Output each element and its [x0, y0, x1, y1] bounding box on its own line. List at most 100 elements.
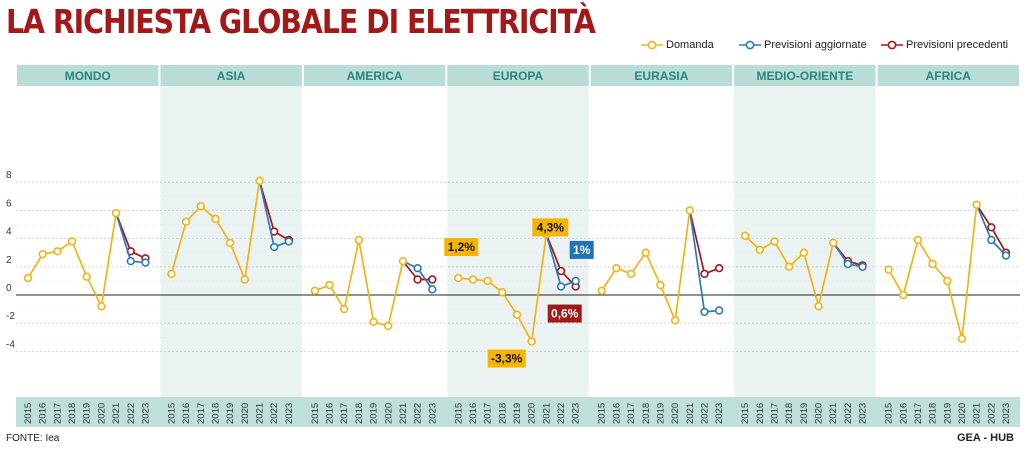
domanda-point	[53, 247, 62, 256]
domanda-point	[656, 280, 665, 290]
domanda-point	[454, 273, 463, 283]
domanda-point	[23, 273, 33, 283]
x-tick-label: 2022	[986, 403, 997, 424]
panel-header-mondo	[17, 65, 159, 86]
domanda-point	[82, 272, 91, 281]
x-tick-label: 2021	[972, 403, 983, 424]
x-tick-label: 2023	[858, 403, 869, 424]
x-tick-label: 2017	[196, 403, 207, 424]
aggiornate-point	[571, 276, 580, 286]
domanda-point	[784, 262, 794, 272]
domanda-point	[38, 249, 47, 259]
precedenti-point	[428, 275, 437, 284]
panel-header-america	[303, 65, 446, 86]
domanda-point	[468, 275, 478, 284]
x-tick-label: 2018	[784, 403, 795, 424]
domanda-line	[27, 213, 117, 308]
domanda-point	[670, 316, 680, 325]
x-tick-label: 2023	[140, 403, 151, 424]
aggiornate-point	[556, 282, 566, 291]
panel-band-asia	[160, 86, 302, 427]
domanda-point	[641, 248, 650, 257]
annotation-box	[444, 238, 479, 257]
x-tick-label: 2015	[597, 403, 608, 424]
domanda-point	[957, 334, 967, 343]
x-tick-label: 2017	[626, 403, 637, 424]
annotation-box	[487, 349, 526, 368]
aggiornate-point	[141, 258, 150, 267]
y-tick-label: 6	[6, 198, 12, 209]
domanda-point	[755, 245, 765, 255]
domanda-point	[310, 286, 320, 295]
x-tick-label: 2018	[641, 403, 652, 424]
domanda-point	[398, 256, 408, 266]
x-tick-label: 2018	[928, 403, 939, 424]
domanda-point	[512, 310, 522, 319]
x-tick-label: 2015	[310, 403, 321, 424]
x-tick-label: 2019	[369, 403, 380, 424]
y-tick-label: -2	[6, 311, 15, 322]
x-tick-label: 2021	[111, 403, 122, 424]
domanda-point	[369, 317, 378, 326]
domanda-point	[799, 248, 809, 257]
x-tick-label: 2020	[96, 403, 107, 424]
y-tick-label: 0	[6, 283, 12, 294]
year-strip	[16, 397, 1020, 427]
x-tick-label: 2020	[670, 403, 681, 424]
aggiornate-point	[269, 242, 279, 252]
x-tick-label: 2015	[453, 403, 464, 424]
domanda-point	[913, 235, 923, 245]
domanda-point	[196, 201, 205, 211]
aggiornate-point	[987, 235, 996, 245]
annotation-box	[532, 218, 569, 237]
x-tick-label: 2020	[957, 403, 968, 424]
precedenti-point	[413, 275, 422, 284]
credit-label: GEA - HUB	[956, 432, 1014, 444]
x-tick-label: 2022	[269, 403, 280, 424]
domanda-point	[612, 264, 621, 273]
x-tick-label: 2022	[413, 403, 424, 424]
domanda-point	[384, 321, 393, 331]
aggiornate-point	[858, 262, 867, 272]
y-tick-label: 2	[6, 255, 12, 266]
x-tick-label: 2019	[942, 403, 953, 424]
legend-label-domanda: Domanda	[666, 39, 714, 51]
precedenti-point	[714, 264, 724, 273]
domanda-point	[829, 238, 838, 248]
domanda-point	[325, 280, 334, 290]
annotation-label: -3,3%	[491, 352, 523, 366]
annotation-label: 4,3%	[537, 220, 565, 234]
x-tick-label: 2022	[556, 403, 567, 424]
x-tick-label: 2018	[210, 403, 221, 424]
panel-header-asia	[160, 65, 302, 86]
x-tick-label: 2022	[843, 403, 854, 424]
panel-title-asia: ASIA	[217, 69, 246, 83]
x-tick-label: 2016	[468, 403, 479, 424]
domanda-point	[597, 286, 606, 295]
x-tick-label: 2019	[512, 403, 523, 424]
x-tick-label: 2023	[427, 403, 438, 424]
legend-swatch-aggiornate	[739, 40, 761, 50]
annotation-box	[569, 240, 594, 259]
x-tick-label: 2015	[884, 403, 895, 424]
x-tick-label: 2018	[497, 403, 508, 424]
domanda-point	[255, 176, 264, 185]
y-tick-label: 8	[6, 170, 12, 181]
domanda-point	[340, 304, 349, 314]
domanda-point	[899, 290, 908, 300]
domanda-point	[97, 302, 106, 311]
domanda-point	[111, 209, 121, 218]
aggiornate-point	[428, 285, 437, 294]
aggiornate-line	[688, 210, 720, 313]
x-tick-label: 2016	[181, 403, 192, 424]
y-tick-label: -4	[6, 339, 15, 350]
x-tick-label: 2016	[898, 403, 909, 424]
domanda-point	[527, 337, 536, 346]
annotation-label: 1%	[573, 243, 591, 257]
domanda-point	[685, 206, 694, 215]
domanda-point	[884, 265, 893, 274]
x-tick-label: 2020	[814, 403, 825, 424]
domanda-line	[887, 204, 978, 340]
panel-header-africa	[877, 65, 1019, 86]
panel-title-eurasia: EURASIA	[634, 69, 688, 83]
